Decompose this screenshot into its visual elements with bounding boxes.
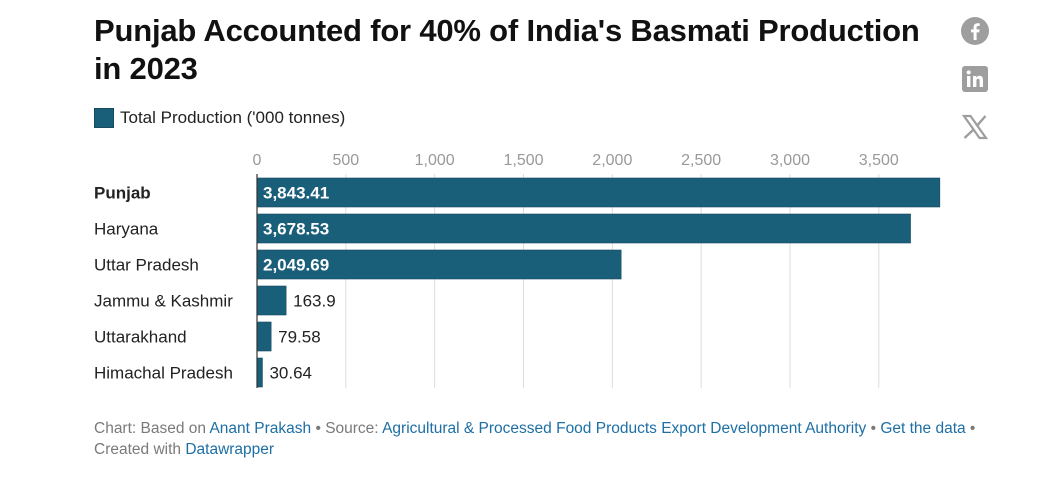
chart-footer: Chart: Based on Anant Prakash • Source: … [94,418,994,460]
chart-title: Punjab Accounted for 40% of India's Basm… [94,13,920,86]
category-label: Uttarakhand [94,328,187,347]
bar [256,177,941,208]
footer-sep-created: • Created with [94,420,976,458]
x-tick-label: 1,000 [415,152,455,169]
bar-chart: 0 500 1,000 1,500 2,000 2,500 3,000 3,500 3,843… [94,152,941,388]
x-tick-label: 500 [332,152,359,169]
category-labels: Punjab Haryana Uttar Pradesh Jammu & Kashmi… [94,184,233,383]
category-label: Jammu & Kashmir [94,292,233,311]
legend-swatch [94,108,114,128]
bar-value-label: 3,678.53 [263,220,329,239]
x-tick-label: 3,000 [770,152,810,169]
x-tick-label: 2,000 [592,152,632,169]
x-twitter-icon[interactable] [961,113,989,141]
bar-value-label: 30.64 [269,364,312,383]
x-axis-ticks: 0 500 1,000 1,500 2,000 2,500 3,000 3,500 [253,152,899,169]
bar [256,213,911,244]
get-data-link[interactable]: Get the data [880,420,966,437]
category-label: Punjab [94,184,151,203]
bar-value-label: 2,049.69 [263,256,329,275]
datawrapper-link[interactable]: Datawrapper [185,441,275,458]
bar [256,321,272,352]
category-label: Himachal Pradesh [94,364,233,383]
author-link[interactable]: Anant Prakash [209,420,312,437]
source-link[interactable]: Agricultural & Processed Food Products E… [382,420,867,437]
bar [256,357,263,388]
bar-value-label: 163.9 [293,292,336,311]
x-tick-label: 1,500 [503,152,543,169]
x-tick-label: 3,500 [859,152,899,169]
category-label: Uttar Pradesh [94,256,199,275]
gridlines [345,174,880,388]
linkedin-icon[interactable] [961,65,989,93]
facebook-icon[interactable] [961,17,989,45]
footer-sep: • [866,420,881,437]
legend-label: Total Production ('000 tonnes) [120,108,346,127]
x-tick-label: 0 [253,152,262,169]
category-label: Haryana [94,220,159,239]
footer-sep-source: • Source: [311,420,383,437]
legend: Total Production ('000 tonnes) [94,108,345,128]
bars: 3,843.41 3,678.53 2,049.69 163.9 79.58 30.64 [256,177,941,388]
footer-prefix: Chart: Based on [94,420,210,437]
x-tick-label: 2,500 [681,152,721,169]
bar [256,285,287,316]
bar-value-label: 3,843.41 [263,184,329,203]
bar-value-label: 79.58 [278,328,321,347]
